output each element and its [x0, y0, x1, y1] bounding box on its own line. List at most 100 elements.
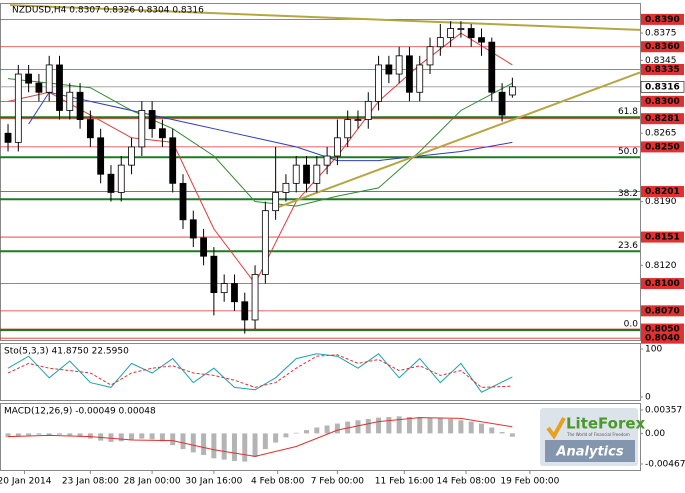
level-label: 0.8360	[645, 42, 680, 52]
candle-body	[231, 283, 238, 303]
candle-body	[436, 37, 444, 48]
candle-body	[241, 301, 249, 321]
candle-body	[148, 110, 156, 130]
candle-body	[66, 91, 74, 111]
logo-brand: LiteForex	[566, 415, 646, 433]
macd-bar	[365, 418, 371, 434]
y-tick-label: 100	[645, 345, 662, 355]
candle-body	[385, 64, 393, 75]
macd-bar	[201, 433, 207, 456]
y-tick-label: 0.8190	[645, 197, 677, 207]
macd-bar	[77, 433, 83, 437]
candle-body	[303, 164, 310, 184]
macd-bar	[5, 433, 11, 438]
level-box	[641, 95, 684, 107]
x-tick-label: 23 Jan 08:00	[62, 477, 119, 487]
y-tick-label: 0	[645, 393, 651, 403]
candle-body	[426, 46, 434, 66]
indicator-line	[9, 4, 641, 31]
fib-label: 0.0	[624, 320, 639, 330]
macd-bar	[118, 433, 124, 442]
level-label: 0.8151	[645, 233, 680, 243]
candle-body	[25, 73, 33, 84]
level-box	[641, 41, 684, 53]
chart-title: NZDUSD,H4 0.8307 0.8326 0.8304 0.8316	[12, 6, 204, 16]
x-tick-label: 28 Jan 00:00	[124, 477, 181, 487]
candle-body	[498, 91, 506, 116]
y-tick-label: 0.8265	[645, 129, 677, 139]
macd-bar	[468, 421, 474, 434]
macd-bar	[427, 417, 433, 434]
level-box	[641, 141, 684, 153]
candle-body	[488, 41, 496, 93]
candle-body	[14, 73, 22, 143]
macd-bar	[231, 433, 237, 461]
macd-bar	[406, 417, 412, 434]
candle-body	[179, 182, 187, 221]
candle-body	[313, 164, 321, 184]
logo-check	[546, 417, 566, 440]
candle-body	[251, 274, 259, 321]
indicator-line	[7, 353, 513, 393]
macd-bar	[36, 433, 42, 435]
y-tick-label: 0.00357	[645, 406, 682, 416]
indicator-line	[28, 91, 513, 162]
macd-bar	[478, 423, 484, 434]
level-box	[641, 186, 684, 198]
level-label: 0.8300	[645, 97, 680, 107]
macd-bar	[314, 427, 320, 434]
candle-body	[86, 119, 94, 139]
fib-label: 38.2	[618, 189, 638, 199]
logo-product: Analytics	[555, 445, 623, 460]
macd-bar	[46, 433, 52, 436]
level-box	[641, 13, 684, 25]
candle-body	[56, 64, 63, 111]
candle-body	[344, 119, 352, 139]
level-label: 0.8070	[645, 306, 680, 316]
macd-bar	[448, 418, 454, 434]
macd-bar	[293, 432, 299, 434]
candle-body	[323, 155, 331, 166]
indicator-line	[8, 417, 513, 457]
candle-body	[261, 210, 269, 275]
candle-body	[45, 64, 53, 93]
level-label: 0.8335	[645, 65, 680, 75]
x-tick-label: 7 Feb 00:00	[311, 477, 365, 487]
candle-body	[467, 28, 475, 39]
y-tick-label: 0.8375	[645, 29, 677, 39]
candle-body	[4, 132, 12, 143]
candle-body	[364, 100, 372, 120]
indicator-line	[7, 78, 513, 207]
candle-body	[200, 237, 207, 257]
macd-bar	[376, 417, 382, 434]
macd-bar	[499, 432, 505, 434]
level-label: 0.8050	[645, 325, 680, 335]
candle-body	[416, 64, 424, 93]
level-box	[641, 323, 684, 335]
main-panel	[0, 3, 641, 341]
macd-bar	[190, 433, 196, 453]
macd-bar	[334, 423, 340, 434]
indicator-line	[7, 354, 513, 388]
level-label: 0.8250	[645, 142, 680, 152]
fib-label: 61.8	[618, 107, 638, 117]
macd-bar	[108, 433, 114, 442]
macd-bar	[283, 433, 289, 438]
indicator-line	[277, 71, 641, 209]
y-tick-label: 0.00	[645, 429, 665, 439]
macd-bar	[170, 433, 176, 446]
macd-bar	[139, 433, 145, 439]
macd-bar	[262, 433, 268, 450]
candle-body	[478, 37, 485, 43]
macd-bar	[129, 433, 135, 440]
macd-bar	[324, 425, 330, 434]
candle-body	[220, 283, 228, 294]
level-label: 0.8316	[645, 82, 680, 92]
candle-body	[508, 86, 516, 96]
macd-bar	[242, 433, 248, 462]
macd-bar	[437, 418, 443, 434]
level-label: 0.8201	[645, 187, 680, 197]
panel-title: Sto(5,3,3) 41.8750 22.5950	[4, 347, 129, 357]
macd-bar	[180, 433, 186, 450]
